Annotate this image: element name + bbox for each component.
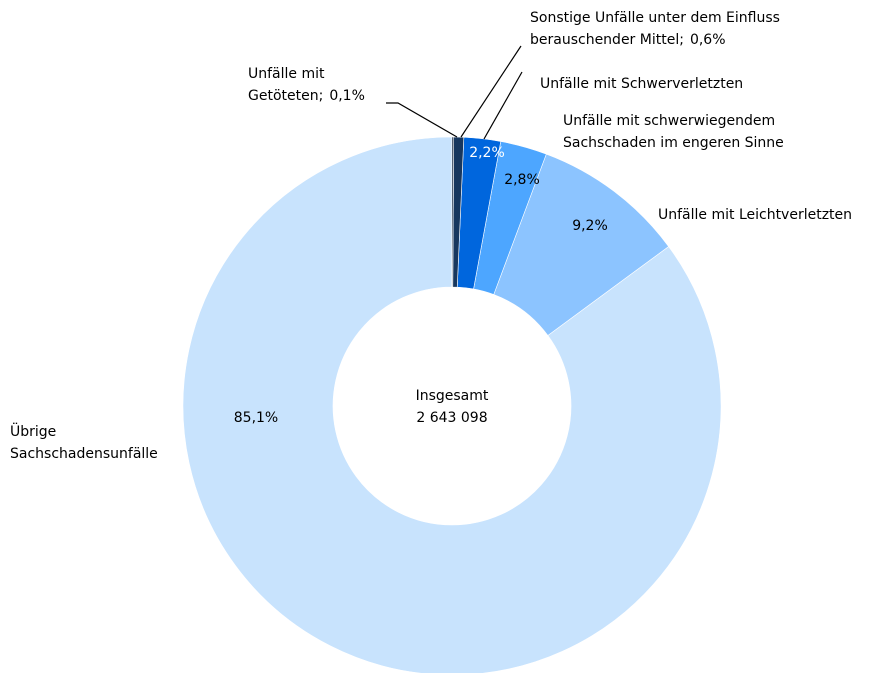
category-label: Unfälle mit schwerwiegendem xyxy=(563,113,775,129)
category-text: Unfälle mit Leichtverletzten xyxy=(658,207,852,223)
category-text: Unfälle mit Schwerverletzten xyxy=(540,76,743,92)
value-label: 0,6% xyxy=(690,32,726,48)
leader-line xyxy=(386,102,458,138)
category-text: Unfälle mit schwerwiegendem xyxy=(563,113,775,129)
category-label: Getöteten; 0,1% xyxy=(248,88,365,104)
center-label: Insgesamt xyxy=(416,388,489,404)
category-label: Unfälle mit xyxy=(248,66,325,82)
category-label: Übrige xyxy=(10,422,56,440)
value-label: 9,2% xyxy=(572,218,608,234)
value-label: 2,2% xyxy=(469,145,505,161)
category-label: Unfälle mit Schwerverletzten xyxy=(540,76,743,92)
category-label: Sachschaden im engeren Sinne xyxy=(563,135,784,151)
labels: Unfälle mit Getöteten; 0,1% Sonstige Unfäll… xyxy=(10,10,852,462)
value-label: 2,8% xyxy=(504,172,540,188)
leader-line xyxy=(483,71,523,140)
category-text: Sachschaden im engeren Sinne xyxy=(563,135,784,151)
category-text: Getöteten; xyxy=(248,88,323,104)
center-label: 2 643 098 xyxy=(416,410,487,426)
donut-slice xyxy=(493,153,670,336)
category-text: Sonstige Unfälle unter dem Einfluss xyxy=(530,10,780,26)
donut-slice xyxy=(456,136,502,290)
value-label: 0,1% xyxy=(329,88,365,104)
category-label: Sachschadensunfälle xyxy=(10,446,158,462)
value-label: 85,1% xyxy=(234,410,278,426)
donut-slice xyxy=(451,136,454,288)
category-label: berauschender Mittel; 0,6% xyxy=(530,32,726,48)
donut-slice xyxy=(452,136,465,288)
category-text: Sachschadensunfälle xyxy=(10,446,158,462)
donut-slice xyxy=(473,141,547,295)
category-label: Unfälle mit Leichtverletzten xyxy=(658,207,852,223)
donut-slice xyxy=(182,136,722,673)
category-label: Sonstige Unfälle unter dem Einfluss xyxy=(530,10,780,26)
category-text: Unfälle mit xyxy=(248,66,325,82)
leader-line xyxy=(460,45,522,138)
category-text: berauschender Mittel; xyxy=(530,32,684,48)
category-text: Übrige xyxy=(10,422,56,440)
